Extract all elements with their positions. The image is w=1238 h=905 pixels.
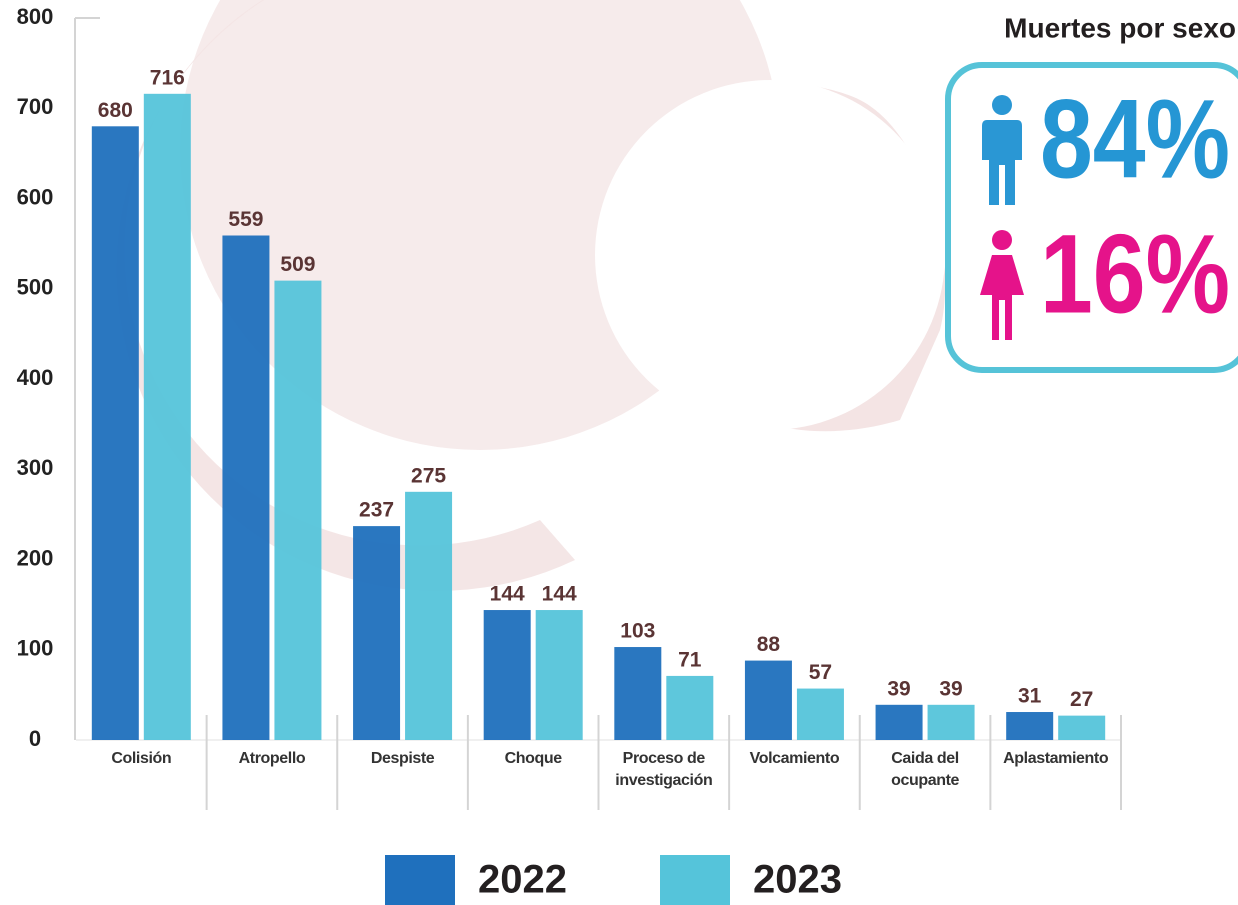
- bar: [744, 660, 792, 740]
- inset-title: Muertes por sexo: [1004, 12, 1236, 43]
- legend-swatch: [660, 855, 730, 905]
- bar: [927, 704, 975, 740]
- legend: 2022 2023: [385, 855, 842, 905]
- y-tick-label: 0: [29, 726, 41, 751]
- bar: [483, 610, 531, 740]
- value-label: 39: [887, 677, 910, 700]
- bar: [353, 526, 401, 740]
- bar: [405, 491, 453, 740]
- y-tick-label: 300: [17, 455, 54, 480]
- bar: [875, 704, 923, 740]
- y-tick-label: 100: [17, 636, 54, 661]
- y-tick-label: 700: [17, 94, 54, 119]
- value-label: 680: [98, 99, 133, 122]
- bar: [1006, 712, 1054, 740]
- bar: [1058, 715, 1106, 740]
- bar: [535, 610, 583, 740]
- x-tick-label: Choque: [504, 750, 563, 767]
- value-label: 509: [280, 253, 315, 276]
- value-label: 559: [228, 208, 263, 231]
- x-tick-label: Proceso de investigación: [615, 750, 713, 789]
- value-label: 144: [490, 583, 525, 606]
- x-tick-label: Caida del ocupante: [891, 750, 960, 789]
- bar: [91, 126, 139, 741]
- male-share: 84%: [1040, 77, 1230, 202]
- value-label: 144: [542, 583, 577, 606]
- value-label: 103: [620, 620, 655, 643]
- value-label: 31: [1018, 685, 1042, 708]
- bar: [666, 675, 714, 740]
- y-tick-label: 800: [17, 4, 54, 29]
- woman-icon: [980, 230, 1024, 340]
- x-tick-label: Aplastamiento: [1003, 750, 1109, 767]
- man-icon: [982, 95, 1022, 205]
- y-tick-label: 400: [17, 365, 54, 390]
- bar: [614, 647, 662, 740]
- x-tick-label: Colisión: [111, 750, 172, 767]
- bar: [796, 688, 844, 740]
- legend-label: 2023: [753, 858, 842, 902]
- value-label: 275: [411, 464, 446, 487]
- y-tick-label: 200: [17, 545, 54, 570]
- y-tick-label: 600: [17, 184, 54, 209]
- x-tick-label: Atropello: [238, 750, 306, 767]
- legend-swatch: [385, 855, 455, 905]
- bar: [274, 280, 322, 740]
- value-label: 88: [757, 633, 781, 656]
- value-label: 57: [809, 661, 832, 684]
- y-tick-label: 500: [17, 275, 54, 300]
- bar: [222, 235, 270, 740]
- inset-panel: Muertes por sexo 84% 16%: [945, 12, 1238, 373]
- value-label: 27: [1070, 688, 1093, 711]
- bar: [143, 93, 191, 740]
- value-label: 716: [150, 66, 185, 89]
- x-tick-label: Volcamiento: [749, 750, 840, 767]
- background-decoration: [116, 0, 946, 591]
- value-label: 237: [359, 499, 394, 522]
- female-share: 16%: [1040, 212, 1230, 337]
- legend-label: 2022: [478, 858, 567, 902]
- x-tick-label: Despiste: [370, 750, 435, 767]
- value-label: 39: [939, 677, 962, 700]
- value-label: 71: [678, 648, 702, 671]
